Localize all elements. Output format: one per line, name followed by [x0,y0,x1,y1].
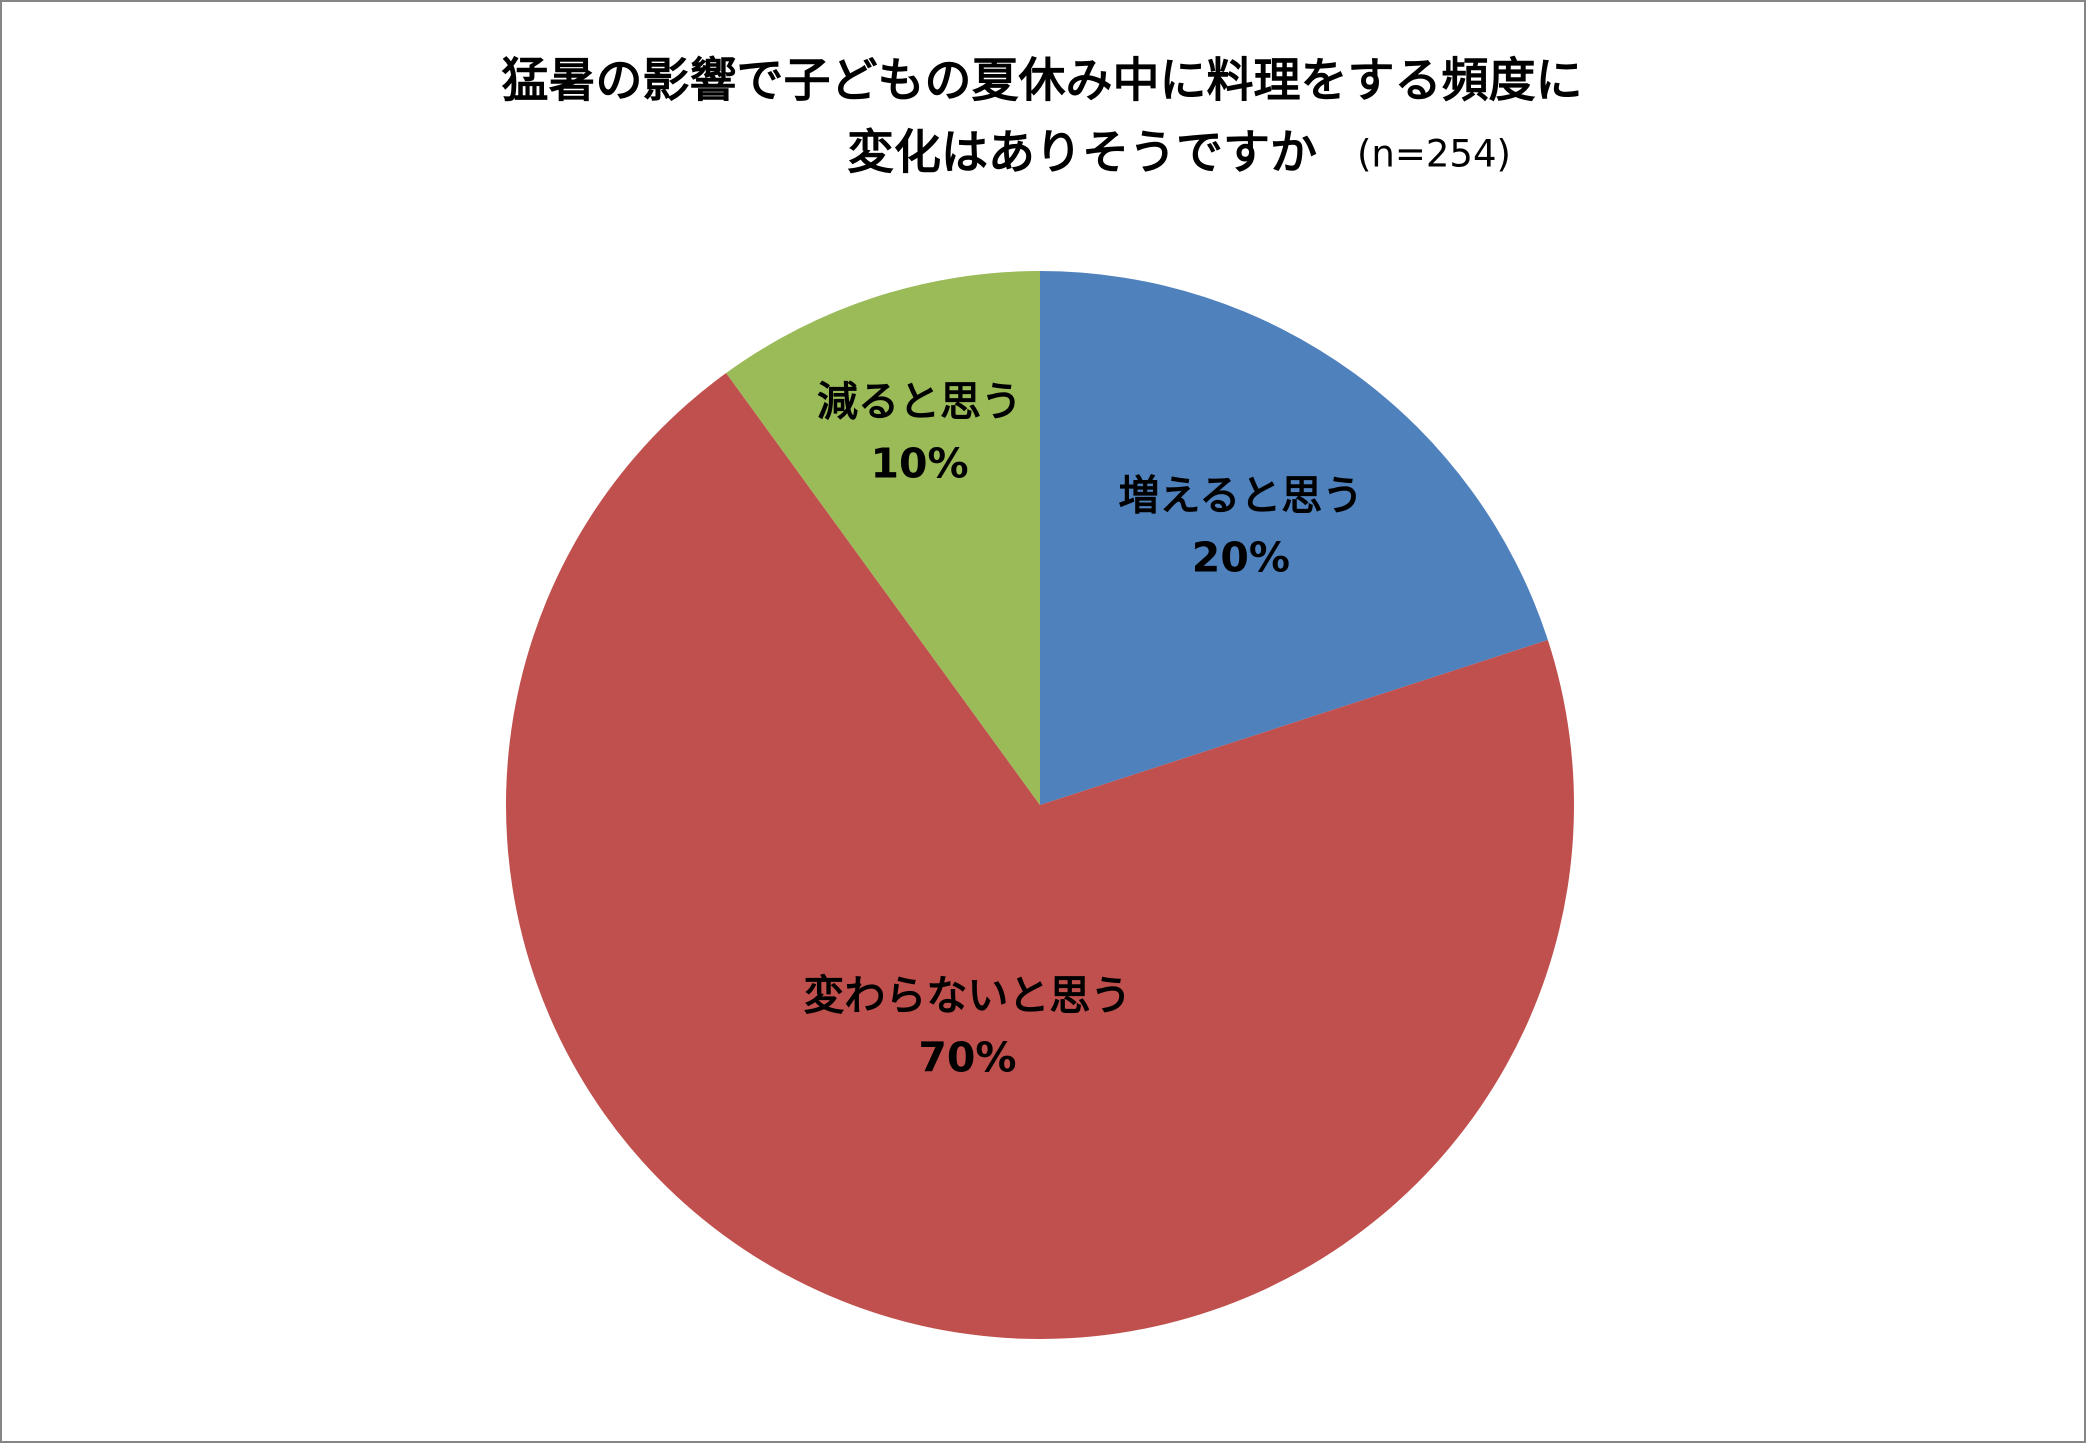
chart-title: 変化はありそうですか [847,126,1317,181]
slice-label: 減ると思う [817,377,1022,425]
value-label: 10% [870,439,968,487]
value-label: 20% [1192,534,1290,582]
chart-title: 猛暑の影響で子どもの夏休み中に料理をする頻度に [502,54,1583,109]
chart-subtitle: (n=254) [1357,133,1511,176]
slice-label: 増えると思う [1118,472,1363,520]
slice-label: 変わらないと思う [803,971,1131,1019]
value-label: 70% [918,1033,1016,1081]
pie-slice [1040,271,1548,805]
pie-slice [505,372,1574,1339]
pie-slice [726,271,1040,805]
